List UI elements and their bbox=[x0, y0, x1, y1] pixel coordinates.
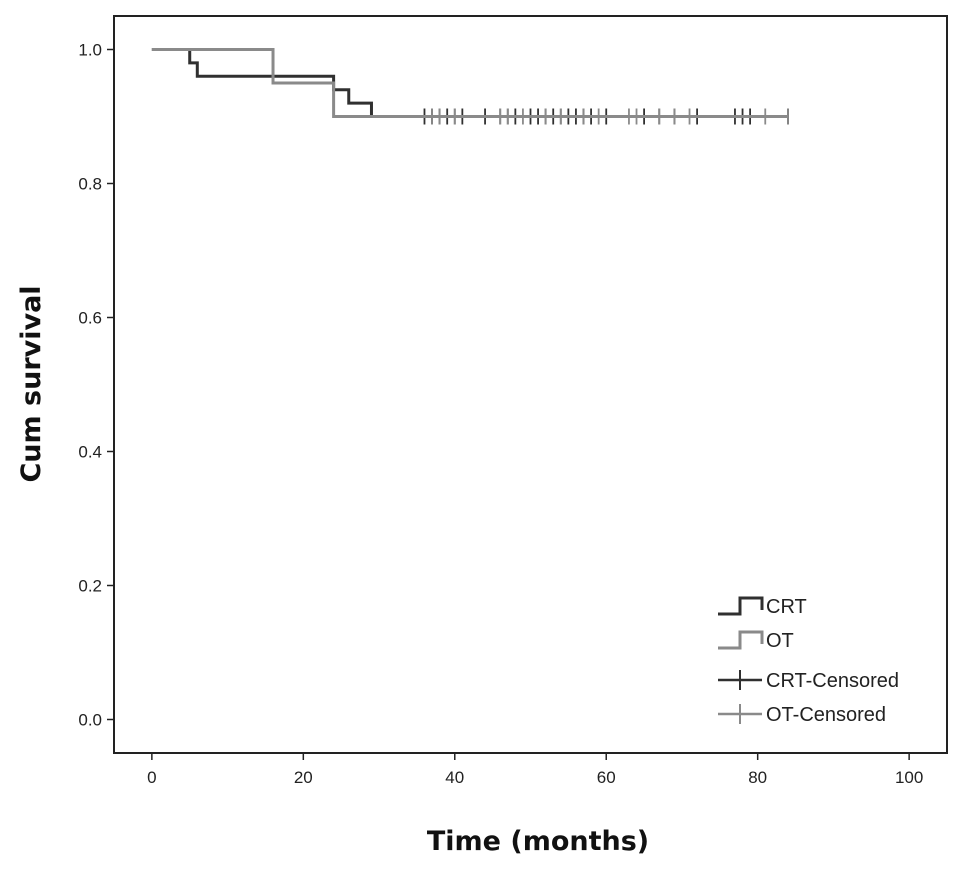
x-axis: 0 20 40 60 80 100 bbox=[147, 753, 923, 787]
x-tick-label-2: 40 bbox=[445, 768, 464, 787]
plot-frame bbox=[113, 15, 948, 754]
y-tick-label-2: 0.4 bbox=[78, 443, 102, 462]
legend-label-ot-censored: OT-Censored bbox=[766, 704, 886, 726]
legend: CRT OT CRT-Censored OT-Censored bbox=[718, 596, 899, 726]
x-axis-title: Time (months) bbox=[427, 826, 649, 857]
legend-label-crt-censored: CRT-Censored bbox=[766, 670, 899, 692]
x-tick-label-1: 20 bbox=[294, 768, 313, 787]
y-tick-label-4: 0.8 bbox=[78, 175, 102, 194]
y-tick-label-5: 1.0 bbox=[78, 41, 102, 60]
series-layer bbox=[151, 48, 789, 125]
y-tick-label-0: 0.0 bbox=[78, 711, 102, 730]
legend-swatch-ot bbox=[718, 630, 764, 650]
ot-survival-curve bbox=[151, 48, 788, 118]
x-tick-label-3: 60 bbox=[597, 768, 616, 787]
legend-swatch-crt bbox=[718, 596, 764, 616]
legend-label-ot: OT bbox=[766, 630, 794, 652]
x-tick-label-5: 100 bbox=[895, 768, 923, 787]
y-tick-label-1: 0.2 bbox=[78, 577, 102, 596]
y-axis-title: Cum survival bbox=[16, 285, 47, 482]
crt-survival-curve bbox=[151, 48, 788, 118]
legend-label-crt: CRT bbox=[766, 596, 807, 618]
x-tick-label-4: 80 bbox=[748, 768, 767, 787]
y-tick-label-3: 0.6 bbox=[78, 309, 102, 328]
y-axis: 0.0 0.2 0.4 0.6 0.8 1.0 bbox=[78, 41, 114, 730]
x-tick-label-0: 0 bbox=[147, 768, 156, 787]
